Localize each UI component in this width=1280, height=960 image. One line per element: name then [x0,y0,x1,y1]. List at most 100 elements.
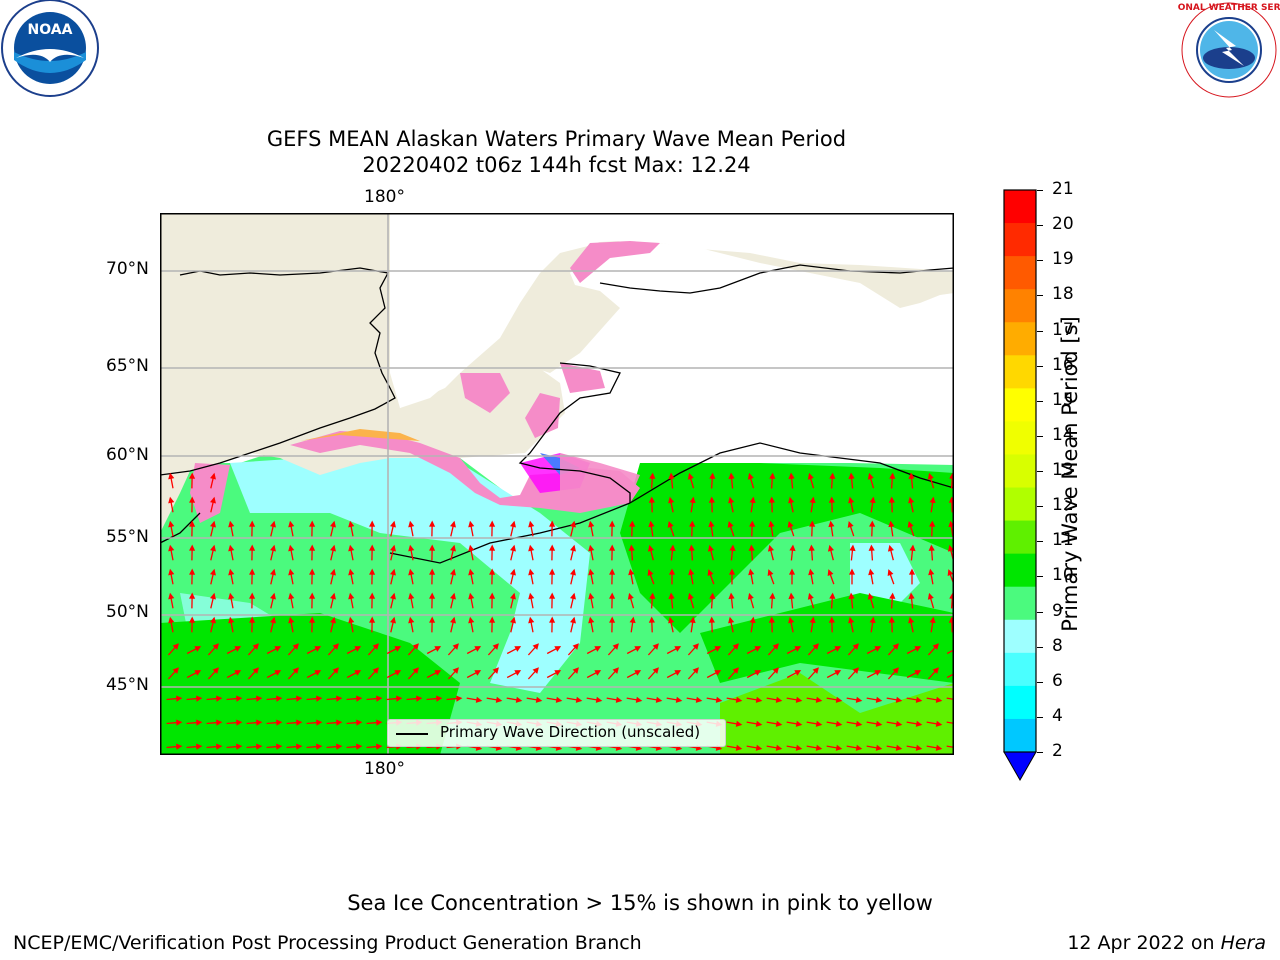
wave-arrow-head [456,695,463,702]
wave-arrow-head [570,616,576,624]
wave-arrow-head [489,592,496,599]
colorbar-tick-mark [1037,435,1043,437]
wave-arrow-head [535,696,543,703]
wave-arrow-head [914,670,922,676]
wave-arrow-head [668,592,675,600]
wave-arrow-head [336,743,343,750]
wave-arrow-head [468,616,475,624]
wave-arrow-head [947,544,954,552]
wave-arrow-head [707,569,714,576]
wave-arrow-head [788,616,795,624]
wave-arrow-head [288,568,295,576]
colorbar-tick-mark [1037,611,1043,613]
wave-arrow-head [348,544,355,552]
wave-arrow-head [708,520,715,528]
wave-arrow-head [168,568,175,576]
wave-arrow-head [815,744,823,751]
wave-arrow-head [489,616,496,623]
wave-arrow-head [868,568,875,576]
map-title-line2: 20220402 t06z 144h fcst Max: 12.24 [362,153,751,177]
wave-arrow-head [629,616,636,624]
wave-arrow-head [929,616,936,624]
wave-arrow-head [815,696,823,703]
wave-arrow-head [889,472,896,479]
wave-arrow-head [688,544,695,551]
noaa-logo: NOAA [1,0,99,97]
wave-arrow-head [909,544,916,552]
wave-arrow-head [570,568,576,576]
wave-arrow-head [196,719,203,726]
wave-arrow-head [795,696,803,703]
machine-name: Hera [1220,932,1266,954]
colorbar-band [1004,685,1036,720]
colorbar-tick-mark [1037,716,1043,718]
wave-arrow-head [450,544,456,552]
wave-arrow-head [915,720,923,727]
wave-arrow-head [168,616,175,624]
wave-arrow-head [330,592,336,600]
graticule [160,213,954,755]
wave-arrow-head [450,592,456,600]
wave-arrow-head [807,592,814,600]
wave-arrow-head [189,544,196,551]
wave-arrow-head [314,646,322,652]
wave-arrow-head [927,472,934,480]
wave-arrow-head [827,544,834,552]
wave-arrow-head [475,696,483,703]
wave-arrow-head [788,592,795,600]
wave-arrow-head [848,472,855,480]
wave-arrow-head [216,719,223,726]
wave-arrow-head [376,743,383,750]
wave-arrow-head [627,592,634,600]
sea-ice [190,241,660,523]
wave-arrow-head [549,544,556,551]
wave-arrow-head [276,695,283,702]
wave-arrow-head [176,743,183,750]
wave-arrow-head [316,719,323,726]
map-legend: Primary Wave Direction (unscaled) [387,719,726,747]
coastline [160,264,954,564]
wave-arrow-head [648,496,655,503]
colorbar-band [1004,388,1036,422]
wave-arrow-head [452,667,459,674]
wave-arrow-head [835,720,843,727]
wave-arrow-head [390,544,396,552]
lat-label-60: 60°N [106,445,149,465]
wave-arrow-head [887,569,894,576]
wave-arrow-head [932,643,939,650]
wave-arrow-head [348,568,355,576]
wave-arrow-head [835,696,843,703]
wave-arrow-head [372,667,379,674]
land [160,213,954,533]
colorbar-tick-mark [1037,471,1043,472]
wave-arrow-head [935,696,943,703]
wave-arrow-head [674,670,682,676]
wave-arrow-head [875,720,883,727]
wave-arrow-head [468,544,475,552]
wave-arrow-head [935,744,943,751]
wave-arrow-head [875,696,883,703]
wave-arrow-head [652,667,659,674]
wave-arrow-head [855,744,863,751]
wave-arrow-head [928,544,935,551]
wave-arrow-head [895,696,903,703]
colorbar-tick-label: 11 [1052,530,1074,551]
legend-label: Primary Wave Direction (unscaled) [440,723,701,741]
wave-arrow-head [848,496,855,504]
wave-arrow-head [228,520,235,528]
wave-arrow-head [416,695,423,702]
wave-arrow-head [189,472,196,479]
legend-line-swatch [396,733,428,735]
wave-arrow-head [869,520,876,527]
wave-arrow-head [848,568,856,575]
wave-arrow-head [628,544,635,551]
wave-arrow-head [189,616,196,623]
wave-arrow-head [330,616,336,624]
wave-arrow-head [429,568,436,575]
wave-arrow-head [316,695,323,702]
wave-arrow-head [330,568,336,576]
colorbar-tick-mark [1037,681,1043,683]
wave-arrow-head [348,520,355,528]
colorbar-tick-label: 21 [1052,179,1074,199]
wave-arrow-head [189,520,196,527]
